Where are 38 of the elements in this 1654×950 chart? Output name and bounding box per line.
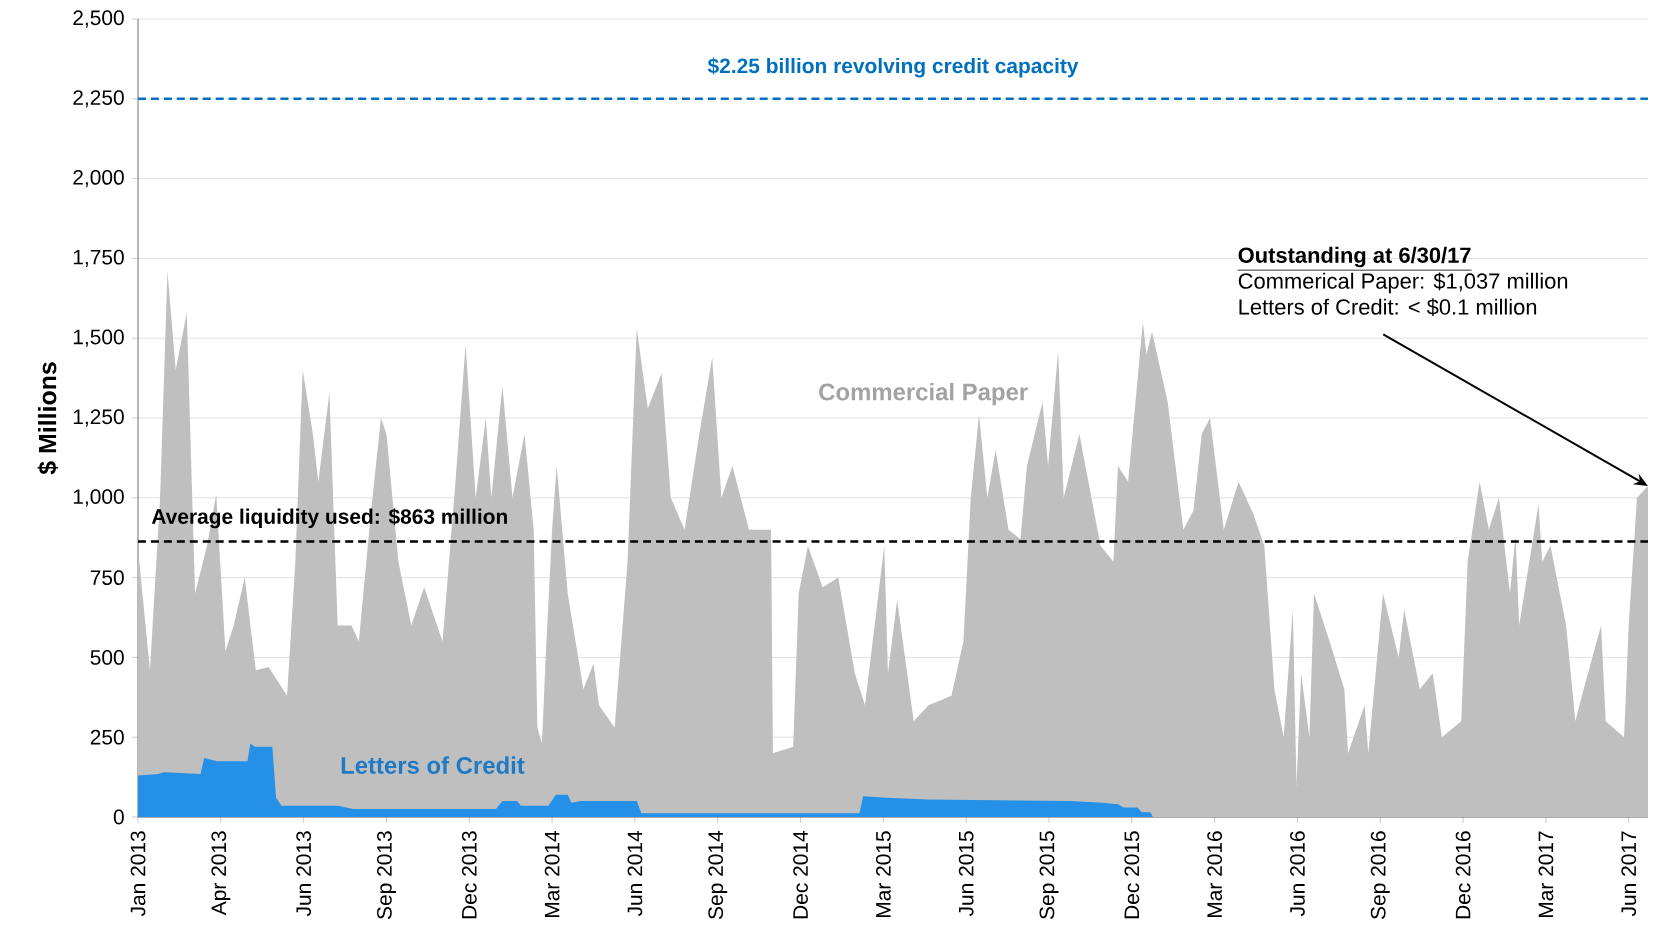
ref-line-label: Average liquidity used: $863 million (151, 508, 507, 529)
x-tick-label: Dec 2013 (461, 831, 477, 919)
y-tick-label: 750 (90, 570, 124, 586)
y-tick-label: 2,500 (73, 10, 124, 28)
x-tick-label: Jun 2014 (627, 831, 643, 917)
x-tick-label: Mar 2015 (875, 831, 891, 918)
y-tick-label: 1,000 (73, 489, 124, 507)
x-tick-label: Jan 2013 (130, 831, 146, 917)
annotation: Commerical Paper: $1,037 million (1238, 272, 1568, 294)
x-tick-label: Mar 2014 (544, 831, 560, 918)
x-tick-label: Mar 2017 (1538, 831, 1554, 918)
x-tick-label: Mar 2016 (1207, 831, 1223, 918)
annotation: Letters of Credit: < $0.1 million (1239, 298, 1537, 317)
x-tick-label: Dec 2014 (793, 831, 808, 919)
x-tick-label: Sep 2013 (376, 831, 396, 919)
y-tick-label: 1,500 (73, 329, 124, 347)
x-tick-label: Jun 2015 (958, 831, 974, 917)
y-tick-label: 1,750 (73, 249, 124, 268)
x-tick-label: Dec 2016 (1455, 831, 1471, 919)
x-tick-label: Jun 2017 (1621, 831, 1637, 917)
x-tick-label: Sep 2016 (1370, 831, 1390, 919)
y-tick-label: 1,250 (73, 409, 124, 427)
y-tick-label: 500 (90, 650, 124, 665)
series-label: Letters of Credit (341, 756, 525, 774)
y-tick-label: 2,000 (73, 169, 124, 188)
y-tick-label: 0 (113, 809, 124, 825)
ref-line-label: $2.25 billion revolving credit capacity (707, 57, 1079, 78)
x-tick-label: Sep 2015 (1039, 831, 1059, 919)
x-tick-label: Jun 2016 (1290, 831, 1305, 917)
x-tick-label: Dec 2015 (1124, 831, 1140, 919)
x-tick-label: Apr 2013 (211, 831, 231, 916)
series-label: Commercial Paper (819, 382, 1028, 406)
x-tick-label: Sep 2014 (708, 831, 728, 919)
y-tick-label: 2,250 (73, 90, 124, 108)
y-tick-label: 250 (90, 729, 124, 745)
annotation: Outstanding at 6/30/17 (1238, 246, 1471, 268)
x-tick-label: Jun 2013 (296, 831, 312, 917)
y-axis-title: $ Millions (37, 362, 58, 475)
